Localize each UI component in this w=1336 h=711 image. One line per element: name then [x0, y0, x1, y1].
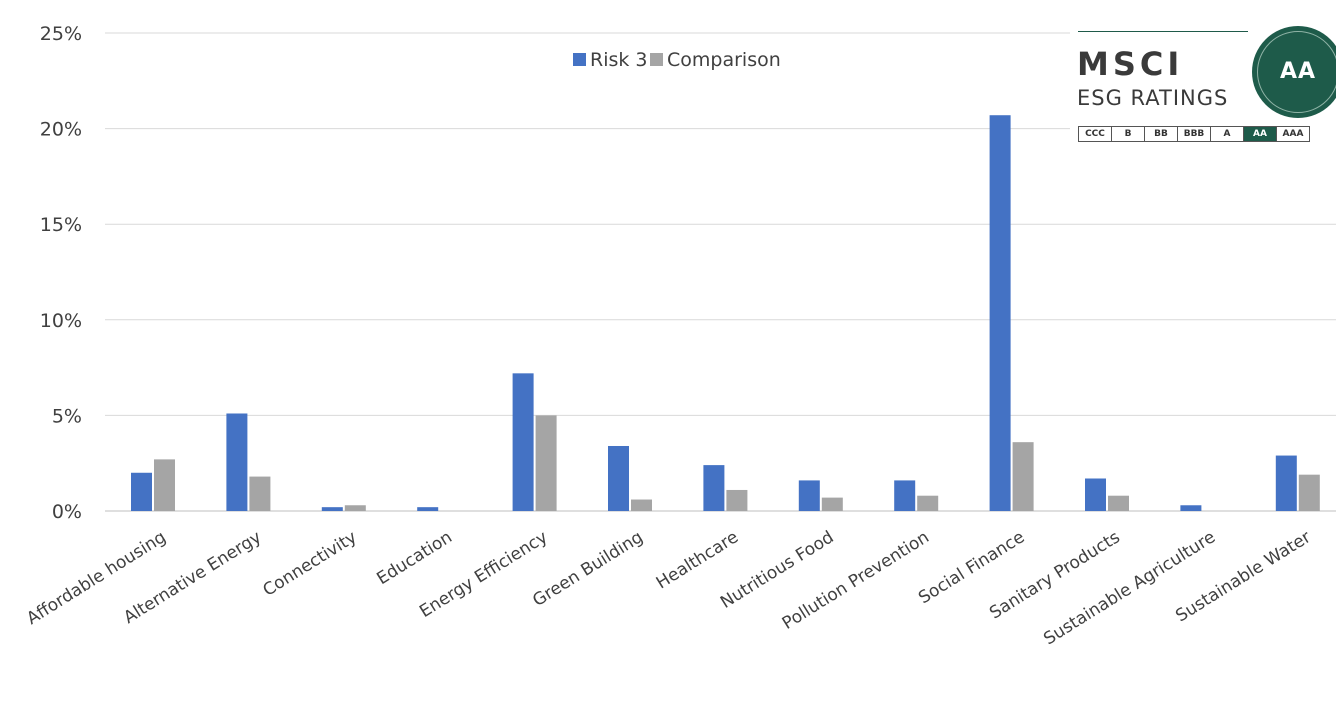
bar-comparison	[535, 415, 557, 511]
bar-comparison	[917, 495, 939, 511]
x-tick-label: Healthcare	[653, 527, 742, 593]
bar-risk-3	[417, 507, 439, 511]
bar-risk-3	[894, 480, 916, 511]
bar-comparison	[154, 459, 175, 511]
legend: Risk 3 Comparison	[573, 49, 781, 71]
x-tick-label: Sustainable Agriculture	[1040, 527, 1219, 649]
y-tick-label: 0%	[52, 501, 82, 523]
msci-logo: MSCI	[1077, 45, 1184, 83]
rating-value: AA	[1279, 59, 1317, 84]
bar-risk-3	[1180, 505, 1202, 511]
rating-scale-aa: AA	[1244, 127, 1277, 141]
rating-scale-b: B	[1112, 127, 1145, 141]
rating-circle: AA	[1252, 26, 1336, 118]
x-tick-label: Education	[373, 527, 455, 589]
legend-label-comparison: Comparison	[667, 49, 781, 71]
bar-risk-3	[131, 472, 152, 511]
bar-risk-3	[989, 115, 1011, 511]
y-tick-label: 20%	[40, 119, 82, 141]
bar-risk-3	[1275, 455, 1297, 511]
msci-esg-rating-badge: MSCI ESG RATINGS AA CCC B BB BBB A AA AAA	[1070, 26, 1336, 150]
y-tick-label: 15%	[40, 214, 82, 236]
bar-comparison	[726, 489, 748, 511]
bar-risk-3	[226, 413, 248, 511]
badge-top-rule	[1078, 31, 1248, 32]
y-tick-label: 25%	[40, 23, 82, 45]
bar-risk-3	[512, 373, 534, 511]
y-tick-label: 5%	[52, 405, 82, 427]
legend-swatch-comparison	[650, 53, 663, 66]
rating-scale-aaa: AAA	[1282, 129, 1304, 139]
bar-risk-3	[608, 445, 629, 511]
bar-comparison	[1298, 474, 1320, 511]
bars	[131, 115, 1320, 511]
gridlines	[105, 32, 1336, 512]
bar-risk-3	[703, 465, 725, 511]
rating-scale-bbb: BBB	[1178, 127, 1211, 141]
rating-scale-bb: BB	[1145, 127, 1178, 141]
rating-scale-a: A	[1211, 127, 1244, 141]
bar-comparison	[1012, 442, 1034, 511]
x-tick-label: Connectivity	[260, 527, 361, 600]
y-tick-label: 10%	[40, 310, 82, 332]
bar-comparison	[631, 499, 652, 511]
bar-risk-3	[798, 480, 820, 511]
y-axis-ticks: 0% 5% 10% 15% 20% 25%	[40, 23, 82, 523]
rating-scale: CCC B BB BBB A AA AAA	[1078, 126, 1310, 142]
legend-label-risk-3: Risk 3	[590, 49, 648, 71]
legend-swatch-risk-3	[573, 53, 586, 66]
rating-circle-ring	[1257, 31, 1336, 113]
bar-comparison	[1108, 495, 1129, 511]
rating-scale-ccc: CCC	[1079, 127, 1112, 141]
esg-ratings-label: ESG RATINGS	[1077, 86, 1229, 110]
bar-comparison	[821, 497, 843, 511]
bar-comparison	[344, 505, 366, 511]
bar-risk-3	[321, 507, 343, 511]
bar-risk-3	[1085, 478, 1106, 511]
bar-comparison	[249, 476, 271, 511]
